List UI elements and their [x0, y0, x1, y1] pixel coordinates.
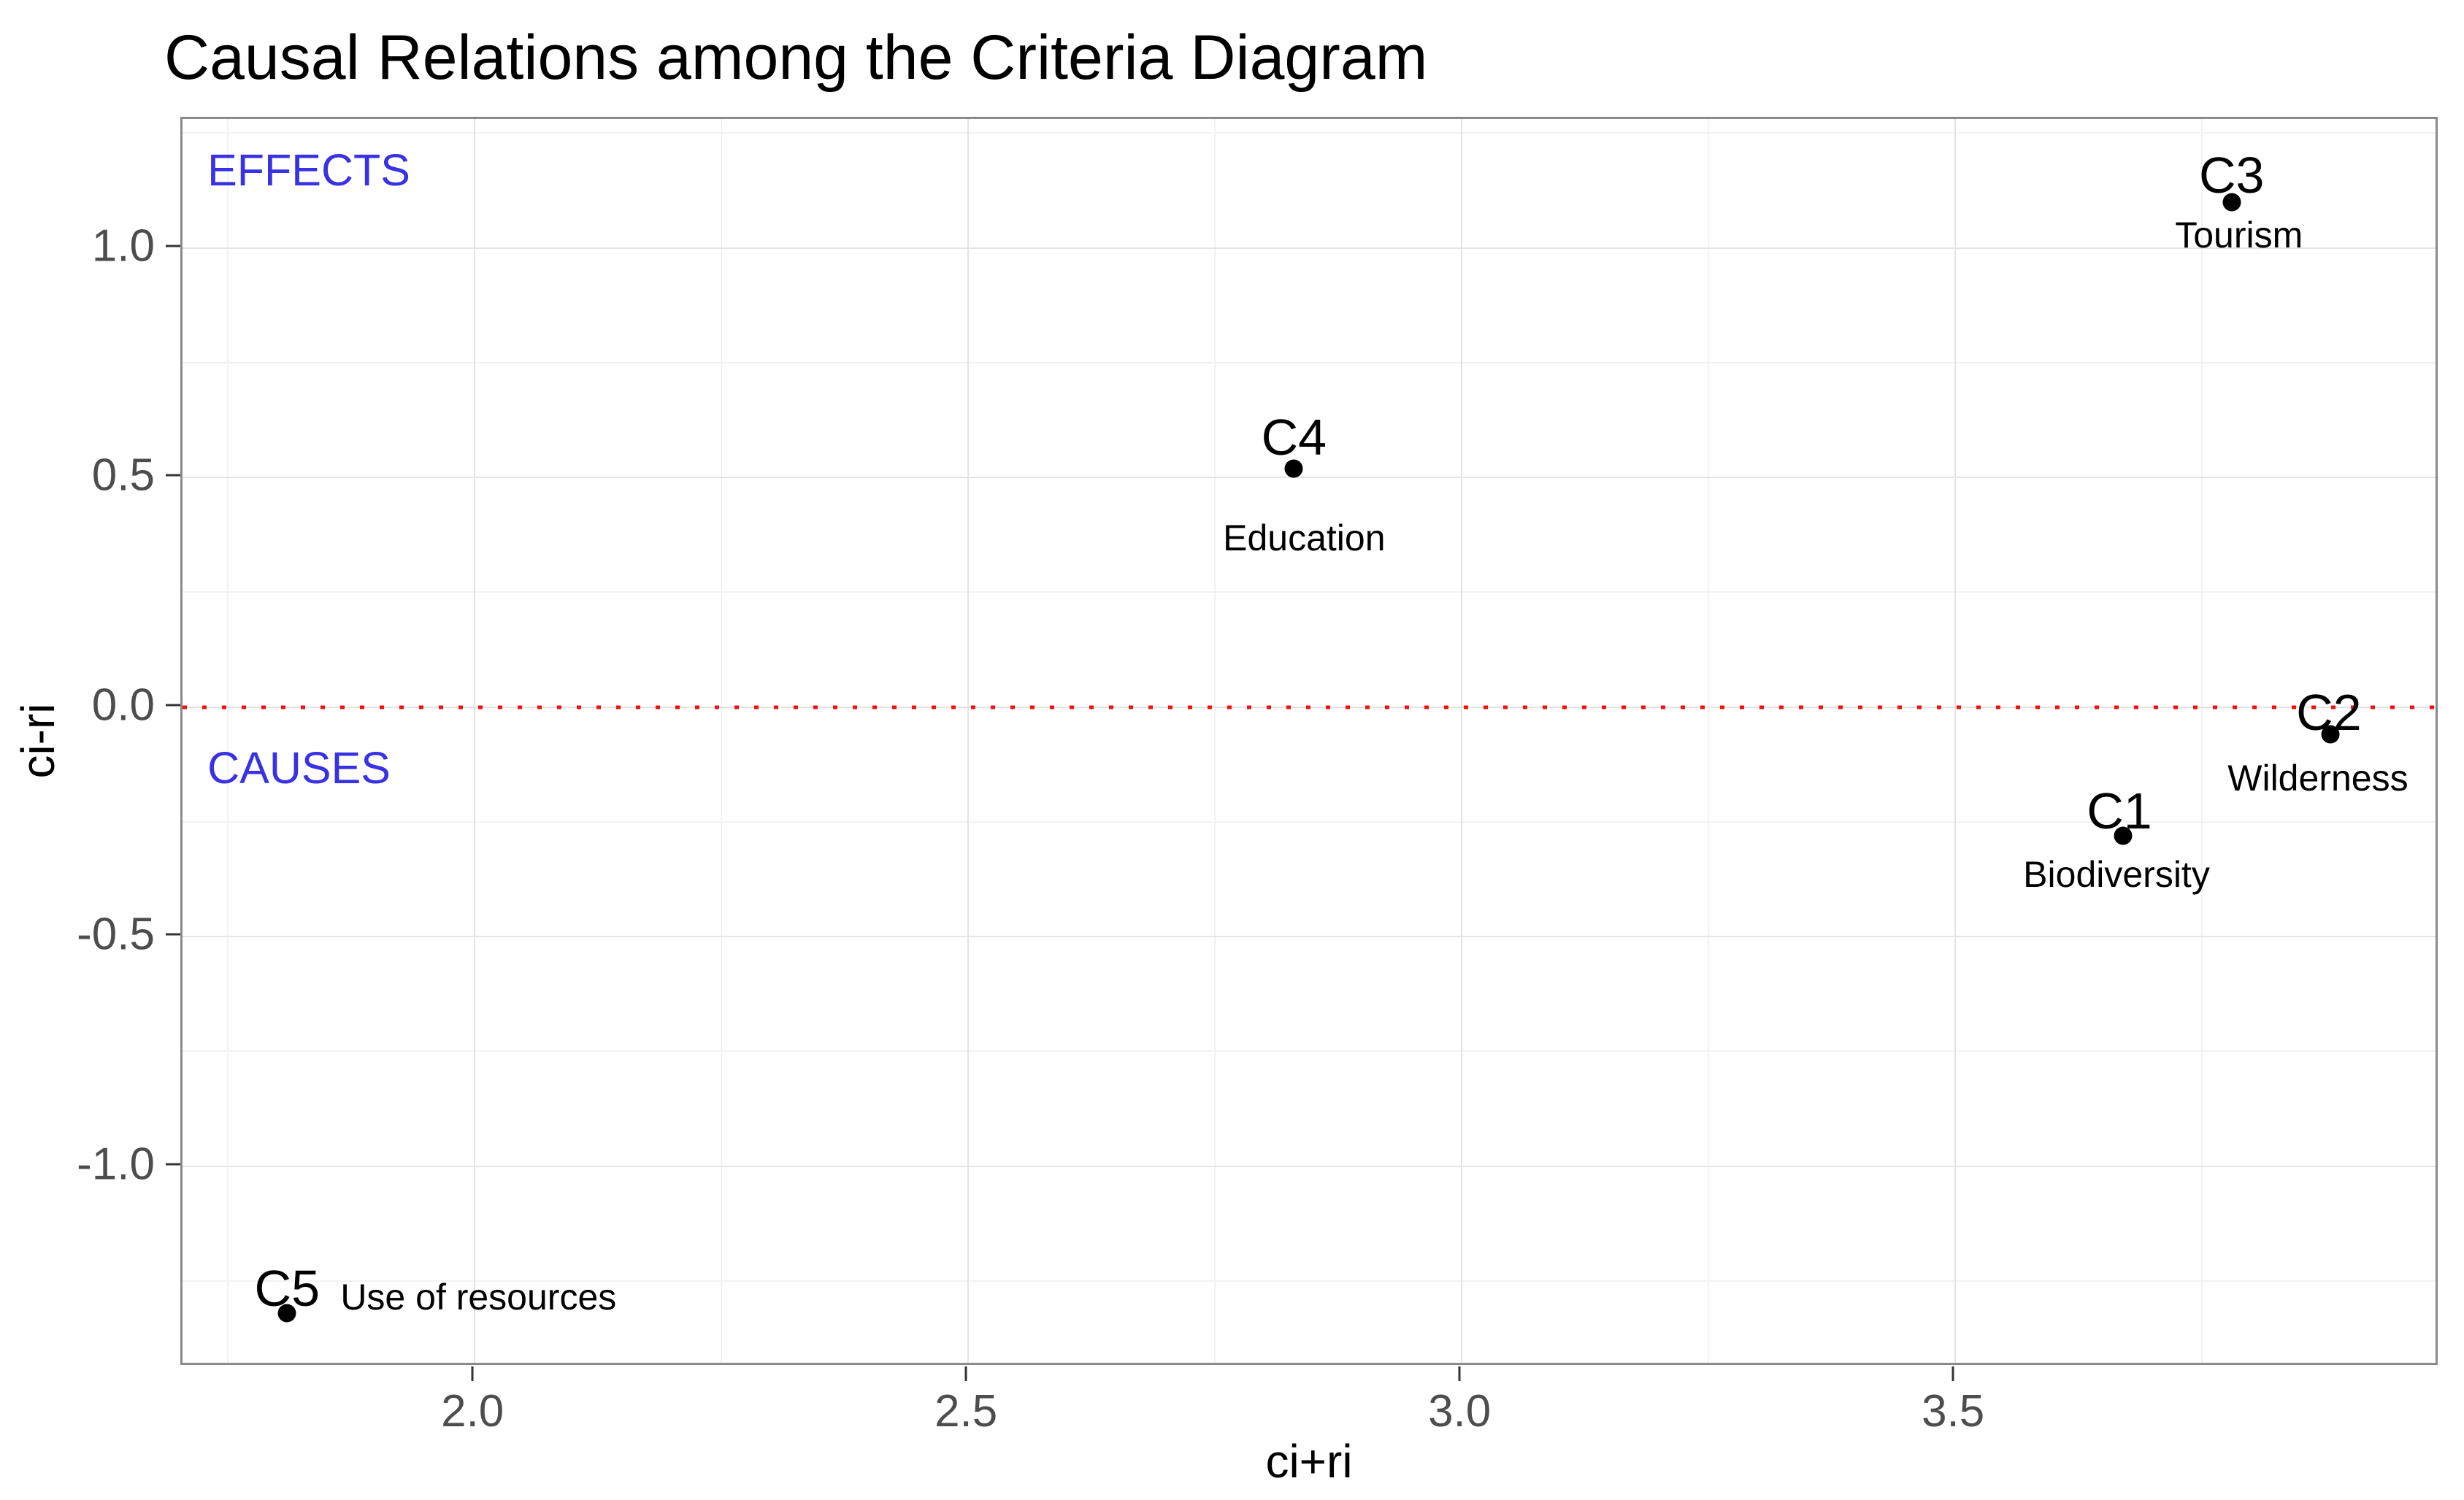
- gridline-x-major: [1954, 119, 1957, 1363]
- gridline-y-major: [183, 477, 2436, 479]
- y-axis-title: ci-ri: [12, 703, 64, 779]
- gridline-y-minor: [183, 591, 2436, 593]
- x-tick-mark: [964, 1366, 967, 1381]
- x-tick-label: 2.0: [441, 1386, 504, 1436]
- gridline-y-major: [183, 1165, 2436, 1167]
- chart-title: Causal Relations among the Criteria Diag…: [164, 23, 1428, 93]
- gridline-x-minor: [2201, 119, 2203, 1363]
- y-tick-mark: [166, 474, 180, 477]
- gridline-y-minor: [183, 1050, 2436, 1053]
- data-point-C1-dot: [2114, 826, 2133, 845]
- x-tick-mark: [471, 1366, 474, 1381]
- x-axis-title: ci+ri: [1265, 1435, 1353, 1488]
- annotation-causes: CAUSES: [207, 743, 391, 793]
- gridline-x-minor: [721, 119, 723, 1363]
- gridline-x-major: [967, 119, 970, 1363]
- y-tick-mark: [166, 245, 180, 247]
- x-tick-label: 3.5: [1922, 1386, 1985, 1436]
- y-tick-label: -0.5: [77, 909, 155, 960]
- gridline-x-minor: [1214, 119, 1216, 1363]
- gridline-y-minor: [183, 132, 2436, 134]
- gridline-x-major: [474, 119, 476, 1363]
- x-tick-label: 3.0: [1428, 1386, 1492, 1436]
- data-point-C2-name: Wilderness: [2227, 758, 2409, 799]
- y-tick-label: -1.0: [77, 1139, 155, 1190]
- data-point-C4-dot: [1284, 459, 1303, 478]
- data-point-C2-dot: [2321, 725, 2340, 744]
- gridline-y-minor: [183, 820, 2436, 823]
- data-point-C1-name: Biodiversity: [2023, 853, 2210, 895]
- data-point-C2-label: C2: [2296, 684, 2362, 742]
- annotation-effects: EFFECTS: [207, 145, 410, 196]
- gridline-x-major: [1461, 119, 1463, 1363]
- gridline-y-minor: [183, 361, 2436, 364]
- data-point-C1-label: C1: [2087, 782, 2152, 839]
- gridline-x-minor: [227, 119, 229, 1363]
- plot-panel: EFFECTS CAUSES C1 Biodiversity C2 Wilderness C…: [180, 117, 2438, 1365]
- gridline-y-major: [183, 936, 2436, 938]
- gridline-y-major: [183, 247, 2436, 249]
- data-point-C3-dot: [2222, 193, 2241, 212]
- x-tick-label: 2.5: [934, 1386, 998, 1436]
- y-tick-label: 0.0: [91, 680, 155, 731]
- gridline-y-minor: [183, 1280, 2436, 1282]
- y-tick-mark: [166, 704, 180, 707]
- y-tick-label: 1.0: [91, 220, 155, 272]
- data-point-C5-label: C5: [254, 1259, 321, 1317]
- data-point-C5-name: Use of resources: [340, 1276, 617, 1318]
- y-tick-mark: [166, 1163, 180, 1166]
- y-tick-mark: [166, 933, 180, 936]
- data-point-C4-name: Education: [1223, 517, 1386, 558]
- data-point-C4-label: C4: [1261, 408, 1327, 466]
- x-tick-mark: [1951, 1366, 1954, 1381]
- data-point-C3-label: C3: [2198, 146, 2265, 204]
- y-tick-label: 0.5: [91, 450, 155, 501]
- gridline-x-minor: [1708, 119, 1710, 1363]
- data-point-C3-name: Tourism: [2175, 214, 2303, 255]
- data-point-C5-dot: [277, 1304, 296, 1323]
- x-tick-mark: [1458, 1366, 1461, 1381]
- reference-line-y0: [183, 705, 2436, 709]
